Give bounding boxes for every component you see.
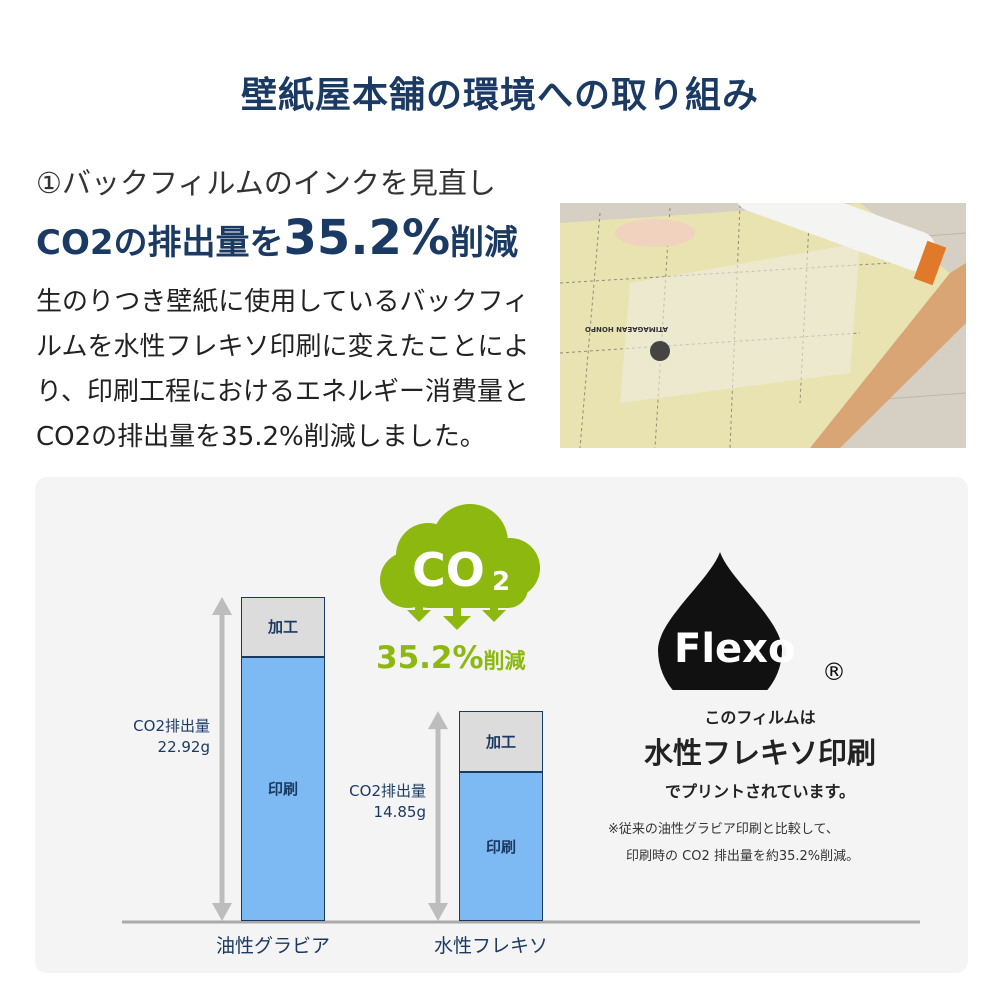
reduction-badge: 35.2%削減 xyxy=(376,640,526,676)
category-label: 水性フレキソ xyxy=(433,935,548,957)
photo-film-text: ATIMAGAEAN HONPO xyxy=(585,325,668,333)
wallpaper-photo: ATIMAGAEAN HONPO xyxy=(560,203,966,448)
total-label: CO2排出量 14.85g xyxy=(326,781,426,823)
co2-text: CO xyxy=(412,543,485,597)
co2-subscript: 2 xyxy=(492,567,510,597)
headline-value: 35.2% xyxy=(283,210,451,266)
bar-segment-processing: 加工 xyxy=(241,597,325,657)
flexo-logo-text: Flexo xyxy=(674,626,795,672)
section-headline: CO2の排出量を35.2%削減 xyxy=(36,210,518,266)
total-label: CO2排出量 22.92g xyxy=(110,716,210,758)
stacked-bar: 加工 印刷 xyxy=(459,711,543,921)
section-heading: ①バックフィルムのインクを見直し xyxy=(36,166,496,200)
total-height-arrow xyxy=(428,711,448,921)
flexo-line2: 水性フレキソ印刷 xyxy=(643,736,876,770)
registered-mark: ® xyxy=(822,658,846,686)
headline-prefix: CO2の排出量を xyxy=(36,223,284,263)
co2-cloud-icon: CO 2 xyxy=(380,504,540,630)
stacked-bar: 加工 印刷 xyxy=(241,597,325,921)
total-label-name: CO2排出量 xyxy=(349,782,426,801)
reduction-suffix: 削減 xyxy=(483,649,526,673)
bar-segment-printing: 印刷 xyxy=(241,656,325,921)
flexo-drop-logo: Flexo ® xyxy=(658,552,846,690)
total-height-arrow xyxy=(212,597,232,921)
category-label: 油性グラビア xyxy=(215,935,330,957)
total-label-name: CO2排出量 xyxy=(133,717,210,736)
section-body: 生のりつき壁紙に使用しているバックフィルムを水性フレキソ印刷に変えたことにより、… xyxy=(36,287,530,452)
reduction-value: 35.2% xyxy=(376,640,484,676)
total-label-value: 22.92g xyxy=(157,738,210,757)
total-label-value: 14.85g xyxy=(373,803,426,822)
flexo-note1: ※従来の油性グラビア印刷と比較して、 xyxy=(608,822,839,837)
flexo-note2: 印刷時の CO2 排出量を約35.2%削減。 xyxy=(626,849,860,864)
bar-segment-printing: 印刷 xyxy=(459,771,543,921)
page-title: 壁紙屋本舗の環境への取り組み xyxy=(240,75,759,116)
bar-segment-processing: 加工 xyxy=(459,711,543,772)
flexo-line1: このフィルムは xyxy=(704,708,816,727)
headline-suffix: 削減 xyxy=(450,223,519,263)
flexo-line3: でプリントされています。 xyxy=(665,782,855,801)
